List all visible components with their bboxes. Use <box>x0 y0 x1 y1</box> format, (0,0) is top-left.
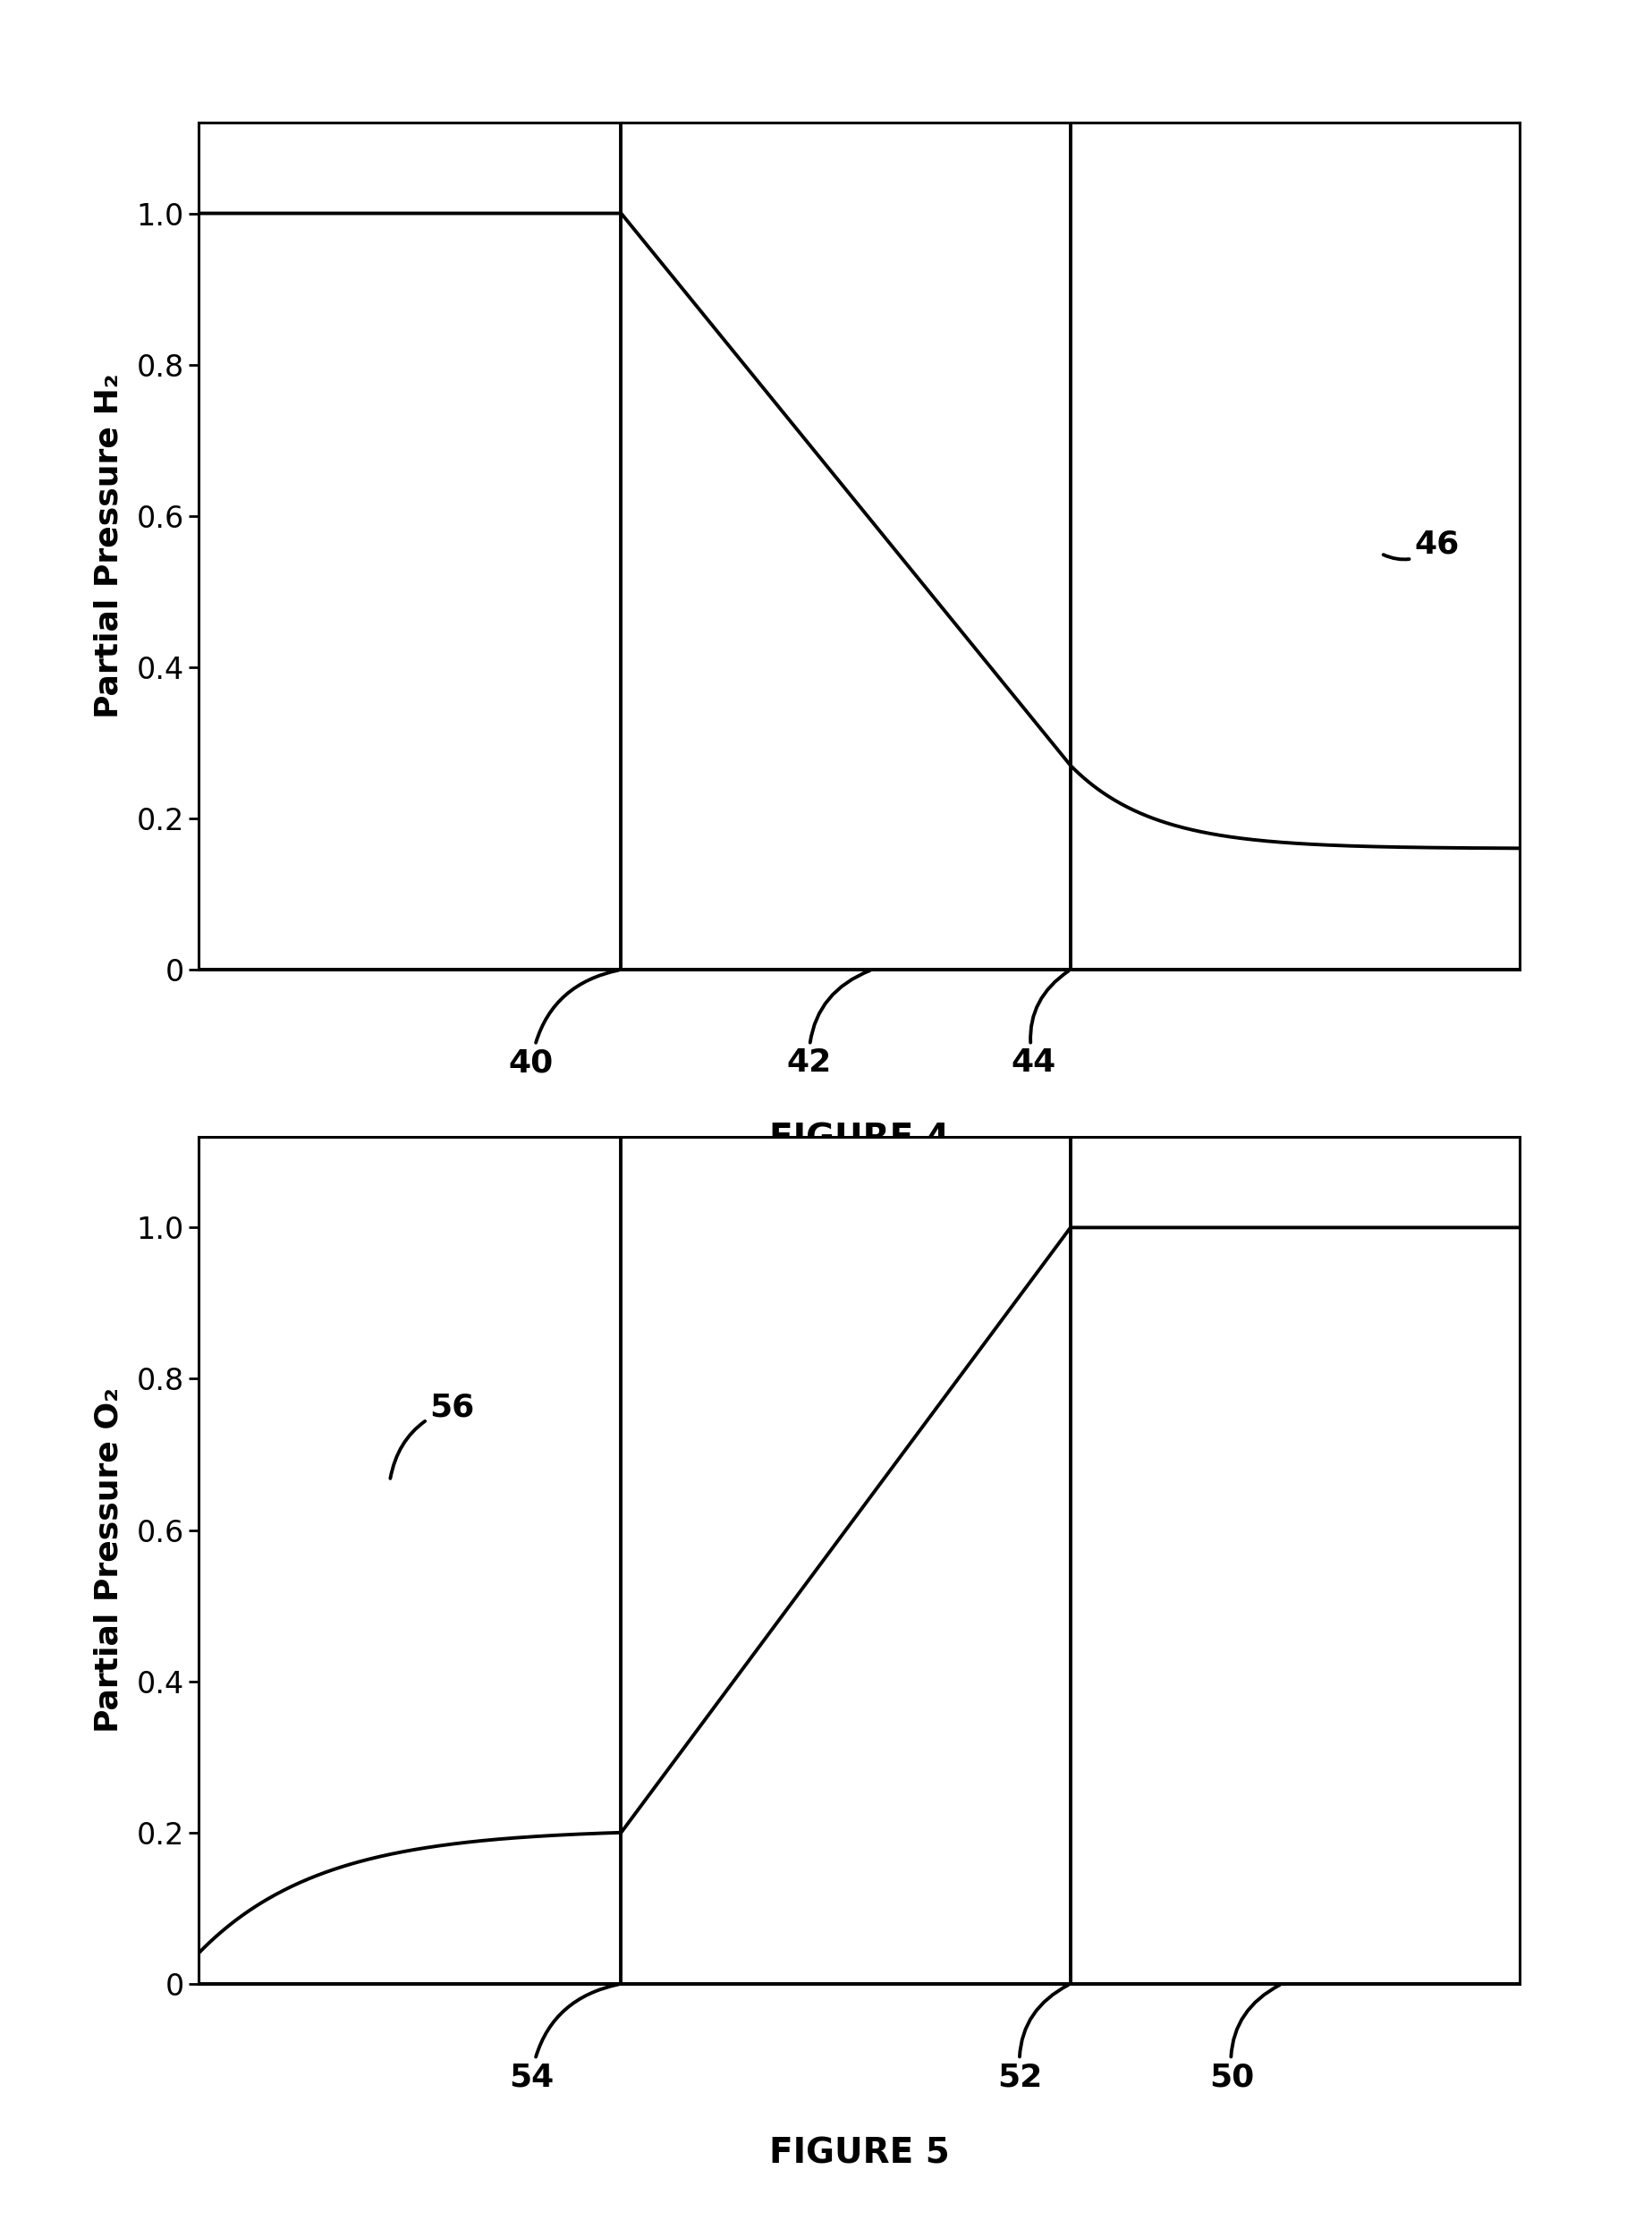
Text: 40: 40 <box>509 970 620 1079</box>
Text: FIGURE 5: FIGURE 5 <box>768 2135 950 2171</box>
Text: FIGURE 4: FIGURE 4 <box>768 1121 950 1157</box>
Text: 42: 42 <box>786 970 871 1079</box>
Y-axis label: Partial Pressure H₂: Partial Pressure H₂ <box>94 374 124 718</box>
Text: 46: 46 <box>1383 531 1459 559</box>
Text: 44: 44 <box>1011 972 1069 1079</box>
Text: 56: 56 <box>390 1393 474 1478</box>
Y-axis label: Partial Pressure O₂: Partial Pressure O₂ <box>94 1389 124 1732</box>
Text: 54: 54 <box>509 1984 620 2093</box>
Text: 52: 52 <box>998 1986 1069 2093</box>
Text: 50: 50 <box>1209 1986 1280 2093</box>
